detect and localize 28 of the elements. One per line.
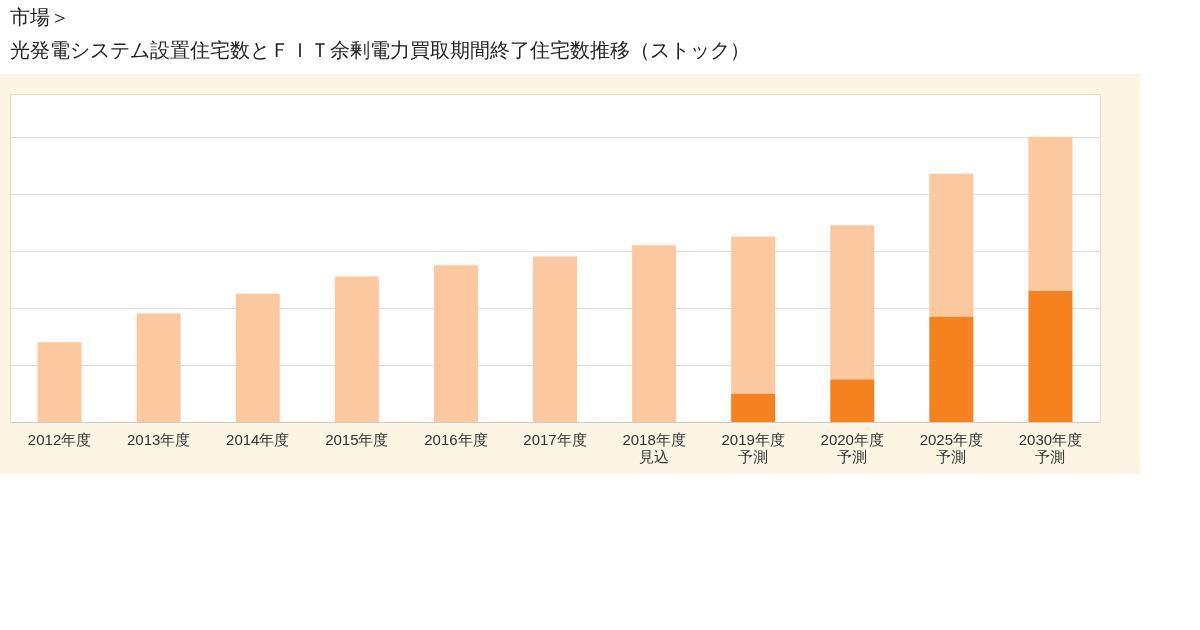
x-tick-label: 2020年度予測	[820, 430, 884, 465]
bar	[235, 293, 280, 422]
x-tick-label: 2015年度	[325, 430, 389, 448]
bar	[533, 256, 577, 422]
bar	[433, 265, 478, 422]
x-tick-label: 2014年度	[226, 430, 290, 448]
bar	[334, 276, 379, 422]
bar	[929, 316, 974, 422]
x-tick-label: 2018年度見込	[622, 430, 686, 465]
bar	[929, 173, 974, 317]
x-tick-label: 2030年度予測	[1018, 430, 1083, 465]
bar	[731, 236, 776, 394]
bar	[830, 225, 875, 380]
x-tick-label: 2017年度	[523, 430, 587, 448]
x-tick-label: 2016年度	[424, 430, 488, 448]
x-tick-label: 2019年度予測	[721, 430, 785, 465]
bar	[731, 393, 776, 422]
bar	[1028, 136, 1073, 291]
x-tick-label: 2012年度	[27, 430, 92, 448]
bar	[1028, 290, 1073, 422]
x-tick-label: 2013年度	[126, 430, 191, 448]
bar	[632, 245, 677, 422]
bar	[830, 379, 875, 422]
text: 市場＞	[9, 4, 71, 31]
bar	[37, 342, 82, 422]
chart-title: 光発電システム設置住宅数とＦＩＴ余剰電力買取期間終了住宅数推移（ストック）	[9, 37, 751, 64]
bar	[136, 313, 181, 422]
x-tick-label: 2025年度予測	[919, 430, 984, 465]
